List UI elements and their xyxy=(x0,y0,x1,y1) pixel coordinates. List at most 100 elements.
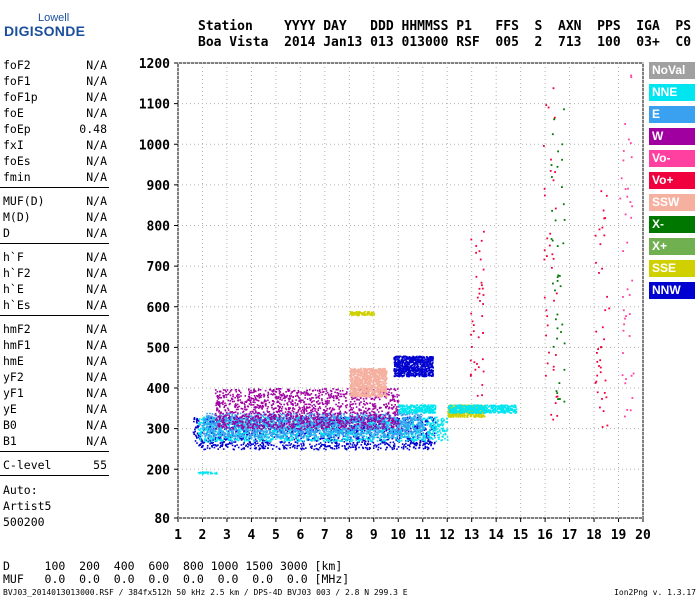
echo-point xyxy=(420,415,423,418)
param-row-fof1p: foF1p N/A xyxy=(3,89,107,105)
echo-point xyxy=(376,431,378,434)
echo-point xyxy=(446,428,449,430)
param-value: N/A xyxy=(86,322,107,336)
echo-point xyxy=(318,432,321,435)
echo-point xyxy=(315,426,317,428)
echo-point xyxy=(325,419,327,422)
echo-point xyxy=(405,418,407,420)
echo-point xyxy=(422,417,425,420)
echo-point xyxy=(379,423,381,426)
echo-point xyxy=(340,416,342,419)
echo-point xyxy=(282,434,285,437)
echo-point xyxy=(396,393,398,396)
echo-point xyxy=(249,392,251,394)
x-tick-label: 15 xyxy=(513,528,529,543)
echo-point xyxy=(404,414,407,416)
echo-point xyxy=(340,417,343,420)
echo-point xyxy=(382,439,385,442)
echo-point xyxy=(342,420,344,423)
echo-point xyxy=(409,443,412,445)
echo-point xyxy=(286,436,288,438)
echo-point xyxy=(280,425,283,428)
echo-point xyxy=(243,438,246,441)
echo-point xyxy=(331,423,333,425)
echo-point xyxy=(280,432,283,434)
echo-point xyxy=(406,447,409,450)
echo-point xyxy=(401,443,404,445)
echo-point xyxy=(294,447,296,449)
echo-point xyxy=(198,429,201,432)
echo-point xyxy=(282,432,284,434)
echo-point xyxy=(235,422,238,424)
echo-point xyxy=(219,446,221,449)
echo-point xyxy=(427,434,430,437)
echo-point xyxy=(197,419,199,421)
echo-point xyxy=(285,435,287,437)
echo-point xyxy=(364,425,366,428)
echo-point xyxy=(327,440,329,442)
echo-point xyxy=(436,422,439,424)
echo-point xyxy=(369,412,372,415)
echo-point xyxy=(282,421,284,423)
param-separator xyxy=(0,475,109,476)
echo-point xyxy=(283,440,285,443)
echo-point xyxy=(372,435,374,438)
echo-point xyxy=(307,418,309,420)
echo-point xyxy=(376,424,379,427)
echo-point xyxy=(245,401,248,404)
echo-point xyxy=(262,444,265,447)
echo-point xyxy=(353,425,356,428)
echo-point xyxy=(402,421,405,424)
echo-point xyxy=(381,431,383,433)
echo-point xyxy=(223,423,225,426)
echo-point xyxy=(213,444,215,446)
echo-point xyxy=(217,438,220,441)
echo-point xyxy=(425,428,427,431)
echo-point xyxy=(407,439,409,442)
echo-point xyxy=(428,416,430,419)
echo-point xyxy=(416,424,418,426)
echo-point xyxy=(198,423,200,425)
echo-point xyxy=(269,428,272,430)
echo-point xyxy=(268,430,271,433)
echo-point xyxy=(438,429,441,431)
echo-point xyxy=(358,399,360,401)
echo-point xyxy=(307,432,310,435)
echo-point xyxy=(296,444,299,447)
echo-point xyxy=(303,428,305,431)
echo-point xyxy=(385,422,388,424)
echo-point xyxy=(300,425,302,427)
echo-point xyxy=(298,418,301,421)
echo-point xyxy=(203,422,205,425)
echo-point xyxy=(241,428,243,431)
echo-point xyxy=(397,431,399,433)
echo-point xyxy=(290,443,293,445)
echo-point xyxy=(394,395,396,398)
echo-point xyxy=(221,418,224,420)
echo-point xyxy=(255,426,258,429)
echo-point xyxy=(309,434,312,437)
echo-point xyxy=(354,432,356,435)
echo-point xyxy=(288,425,291,428)
echo-point xyxy=(385,428,387,430)
echo-point xyxy=(289,396,291,398)
echo-point xyxy=(386,446,388,449)
echo-point xyxy=(365,428,367,430)
echo-point xyxy=(218,420,221,423)
echo-point xyxy=(205,426,208,428)
echo-point xyxy=(386,427,389,429)
echo-point xyxy=(394,431,397,433)
echo-point xyxy=(257,436,260,439)
echo-point xyxy=(395,431,398,434)
echo-point xyxy=(222,430,225,433)
echo-point xyxy=(268,418,270,420)
echo-point xyxy=(388,424,391,426)
echo-point xyxy=(298,413,301,416)
echo-point xyxy=(226,389,229,391)
echo-point xyxy=(422,437,425,439)
echo-point xyxy=(211,440,213,443)
echo-point xyxy=(364,414,367,416)
echo-point xyxy=(266,422,269,424)
echo-point xyxy=(291,399,294,401)
echo-point xyxy=(303,448,305,450)
